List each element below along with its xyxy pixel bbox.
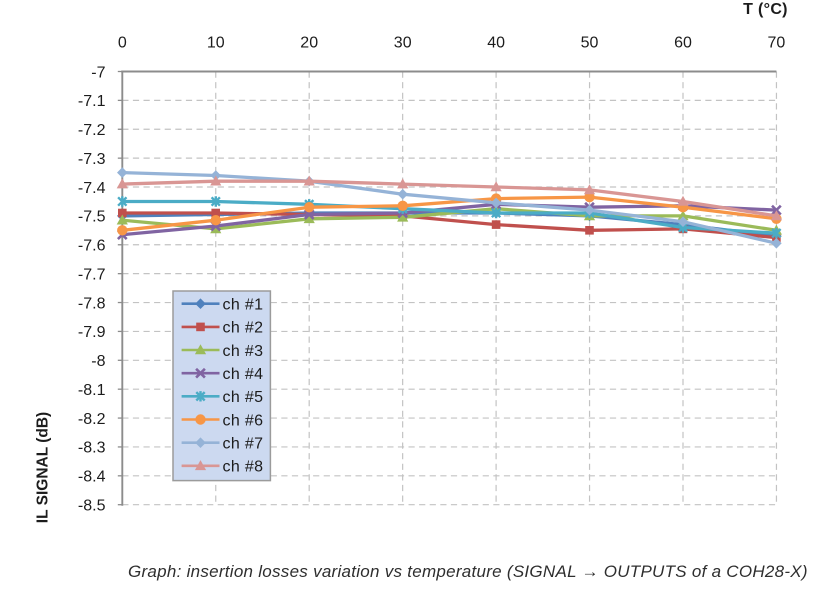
svg-text:ch #7: ch #7 (223, 436, 264, 453)
svg-text:ch #3: ch #3 (223, 343, 264, 360)
svg-text:ch #2: ch #2 (223, 320, 264, 337)
svg-text:ch #5: ch #5 (223, 389, 264, 406)
svg-text:-7: -7 (91, 64, 105, 81)
svg-text:ch #1: ch #1 (223, 297, 264, 314)
svg-text:-7.9: -7.9 (78, 324, 106, 341)
svg-text:-8: -8 (91, 353, 105, 370)
svg-text:-8.3: -8.3 (78, 440, 106, 457)
svg-text:Graph: insertion losses variat: Graph: insertion losses variation vs tem… (128, 562, 808, 581)
svg-text:-7.8: -7.8 (78, 295, 106, 312)
svg-text:ch #8: ch #8 (223, 459, 264, 476)
svg-text:-8.1: -8.1 (78, 382, 106, 399)
svg-text:20: 20 (300, 35, 318, 52)
svg-text:-8.2: -8.2 (78, 411, 106, 428)
svg-text:0: 0 (118, 35, 127, 52)
svg-text:-7.4: -7.4 (78, 180, 106, 197)
svg-text:T (°C): T (°C) (743, 1, 788, 18)
svg-text:IL SIGNAL (dB): IL SIGNAL (dB) (35, 412, 52, 523)
svg-text:-7.7: -7.7 (78, 266, 106, 283)
svg-text:50: 50 (581, 35, 599, 52)
svg-text:-7.1: -7.1 (78, 93, 106, 110)
svg-text:-7.6: -7.6 (78, 238, 106, 255)
svg-text:40: 40 (487, 35, 505, 52)
svg-text:-7.5: -7.5 (78, 209, 106, 226)
svg-text:30: 30 (394, 35, 412, 52)
svg-text:10: 10 (207, 35, 225, 52)
svg-text:ch #4: ch #4 (223, 366, 264, 383)
svg-text:70: 70 (768, 35, 786, 52)
svg-text:60: 60 (674, 35, 692, 52)
svg-text:ch #6: ch #6 (223, 412, 264, 429)
svg-text:-8.5: -8.5 (78, 498, 106, 515)
svg-text:-7.3: -7.3 (78, 151, 106, 168)
svg-text:-7.2: -7.2 (78, 122, 106, 139)
svg-text:-8.4: -8.4 (78, 469, 106, 486)
